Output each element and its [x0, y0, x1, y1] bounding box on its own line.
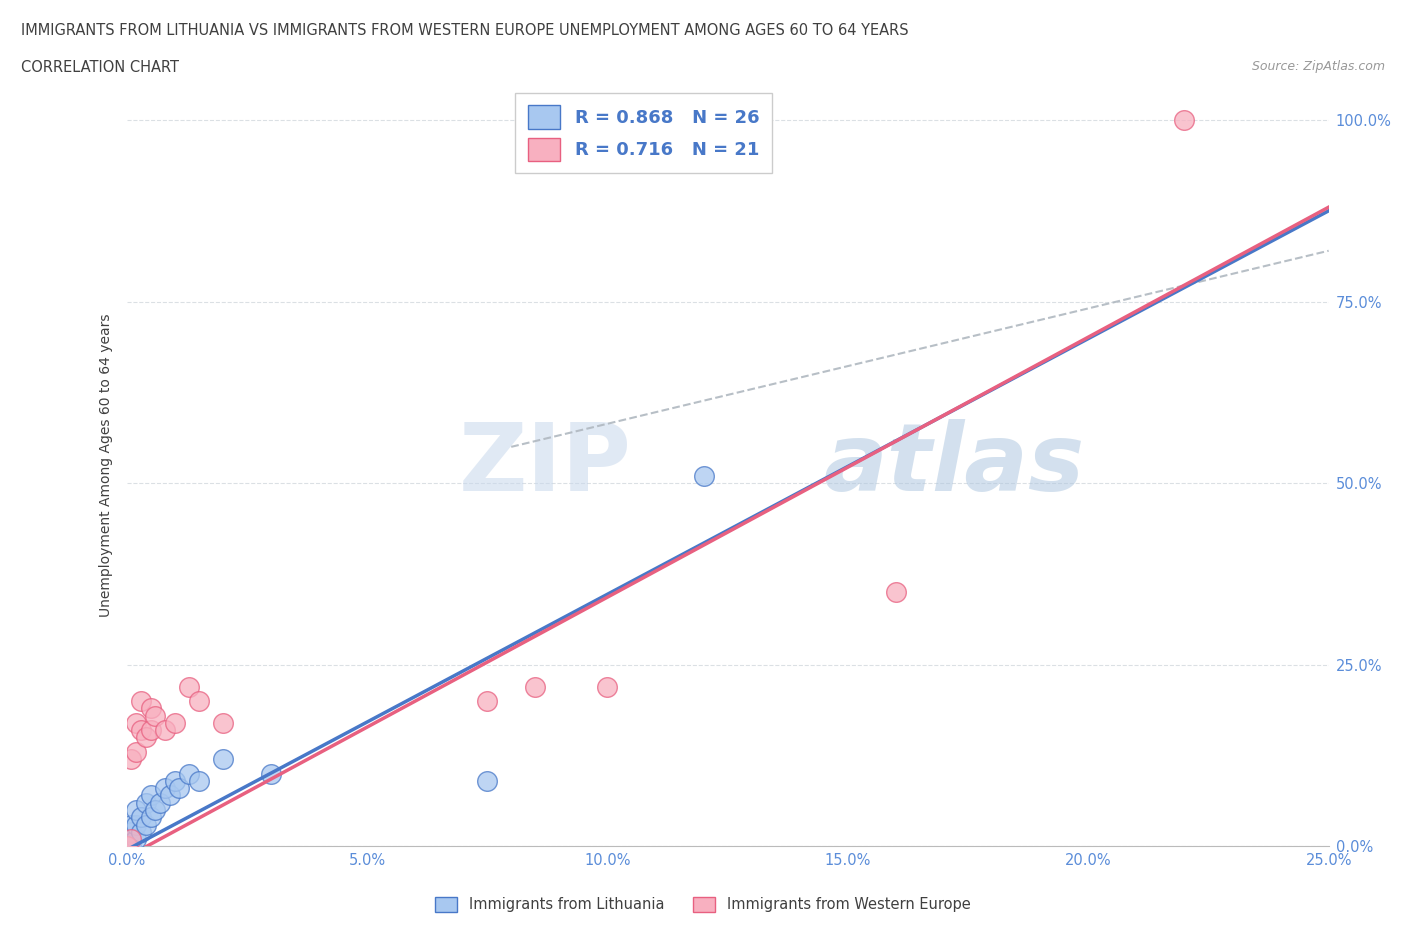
Point [125, 715, 148, 730]
Point [120, 824, 142, 839]
Point [139, 723, 162, 737]
Point [125, 803, 148, 817]
Point [135, 730, 157, 745]
Text: IMMIGRANTS FROM LITHUANIA VS IMMIGRANTS FROM WESTERN EUROPE UNEMPLOYMENT AMONG A: IMMIGRANTS FROM LITHUANIA VS IMMIGRANTS … [21, 23, 908, 38]
Point [145, 803, 167, 817]
Legend: R = 0.868   N = 26, R = 0.716   N = 21: R = 0.868 N = 26, R = 0.716 N = 21 [515, 93, 772, 173]
Point [135, 795, 157, 810]
Point [187, 694, 209, 709]
Point [120, 751, 142, 766]
Point [135, 817, 157, 832]
Text: ZIP: ZIP [458, 419, 631, 511]
Legend: Immigrants from Lithuania, Immigrants from Western Europe: Immigrants from Lithuania, Immigrants fr… [429, 891, 977, 918]
Point [692, 469, 714, 484]
Point [139, 810, 162, 825]
Point [177, 679, 200, 694]
Point [139, 788, 162, 803]
Point [884, 585, 907, 600]
Point [169, 781, 191, 796]
Point [1173, 113, 1195, 127]
Point [125, 831, 148, 846]
Point [163, 715, 186, 730]
Point [115, 831, 138, 846]
Point [115, 839, 138, 854]
Point [129, 824, 152, 839]
Point [159, 788, 181, 803]
Point [149, 795, 172, 810]
Point [120, 839, 142, 854]
Point [475, 774, 498, 789]
Point [125, 744, 148, 759]
Point [596, 679, 619, 694]
Point [177, 766, 200, 781]
Point [153, 723, 176, 737]
Point [187, 774, 209, 789]
Y-axis label: Unemployment Among Ages 60 to 64 years: Unemployment Among Ages 60 to 64 years [98, 313, 112, 617]
Point [129, 723, 152, 737]
Point [475, 694, 498, 709]
Text: atlas: atlas [824, 419, 1085, 511]
Point [129, 810, 152, 825]
Point [129, 694, 152, 709]
Point [163, 774, 186, 789]
Text: CORRELATION CHART: CORRELATION CHART [21, 60, 179, 75]
Point [211, 715, 233, 730]
Point [524, 679, 547, 694]
Point [115, 839, 138, 854]
Point [125, 817, 148, 832]
Point [145, 708, 167, 723]
Point [153, 781, 176, 796]
Point [211, 751, 233, 766]
Point [260, 766, 283, 781]
Point [139, 701, 162, 716]
Text: Source: ZipAtlas.com: Source: ZipAtlas.com [1251, 60, 1385, 73]
Point [120, 817, 142, 832]
Point [120, 831, 142, 846]
